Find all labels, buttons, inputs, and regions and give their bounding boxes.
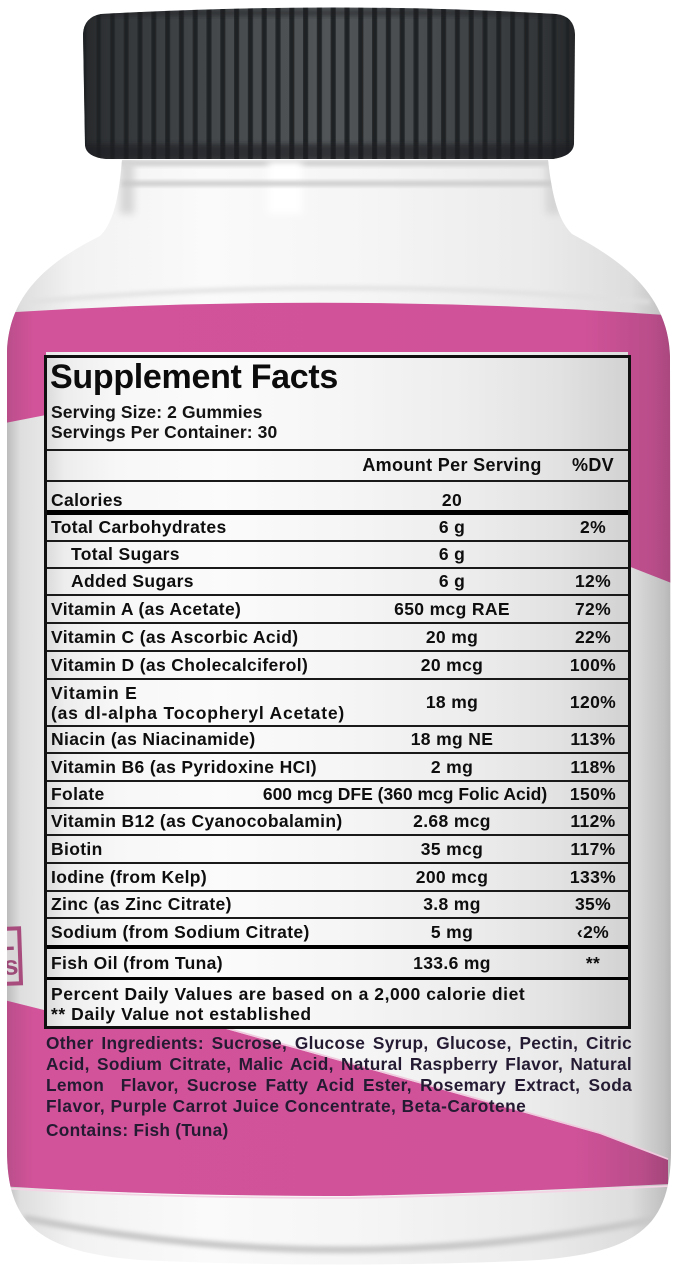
svg-text:s: s	[3, 950, 19, 981]
